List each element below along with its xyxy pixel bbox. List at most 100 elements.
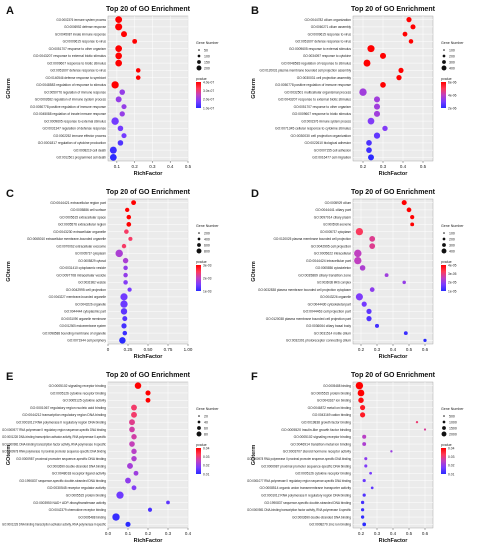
x-tick-label: 0.4 [167, 164, 174, 169]
term-label: GO:0005886 cell surface [70, 208, 106, 212]
data-point [360, 500, 365, 505]
term-label: GO:0043227 membrane-bounded organelle [49, 295, 106, 299]
term-label: GO:0001012 RNA polymerase II regulatory … [16, 420, 106, 424]
term-label: GO:0120031 plasma membrane bounded cell … [260, 69, 352, 73]
data-point [373, 103, 381, 110]
term-label: GO:0008219 cell death [73, 148, 106, 152]
legend-size-dot [443, 415, 445, 417]
term-label: GO:0048583 regulation of response to sti… [36, 83, 106, 87]
data-point [131, 455, 137, 462]
data-point [402, 31, 408, 37]
data-point [373, 110, 381, 117]
term-label: GO:0003707 steroid hormone receptor acti… [283, 450, 351, 454]
data-point [115, 96, 122, 103]
legend-size-dot [198, 232, 200, 234]
data-point [129, 419, 135, 426]
data-point [366, 140, 372, 146]
term-label: GO:0000987 proximal promoter sequence-sp… [16, 457, 106, 461]
term-label: GO:0001228 DNA-binding transcription act… [2, 435, 106, 439]
x-tick-label: 0.2 [132, 164, 139, 169]
term-label: GO:0034097 response to cytokine [303, 54, 351, 58]
data-point [123, 272, 128, 278]
legend-size-label: 60 [204, 426, 208, 430]
term-label: GO:0044424 intracellular part [306, 259, 351, 263]
data-point [128, 236, 133, 241]
data-point [123, 265, 128, 271]
term-label: GO:0030031 cell projection assembly [297, 76, 352, 80]
term-label: GO:0031090 organelle membrane [61, 317, 106, 321]
term-label: GO:0051607 defense response to virus [295, 40, 351, 44]
data-point [360, 404, 366, 411]
data-point [354, 249, 362, 258]
legend-size-label: 80 [204, 432, 208, 436]
term-label: GO:0097014 ciliary plasm [314, 215, 351, 219]
term-label: GO:0012505 endomembrane system [60, 324, 107, 328]
term-label: GO:0045087 innate immune response [55, 32, 106, 36]
data-point [362, 493, 366, 497]
data-point [126, 222, 132, 227]
term-label: GO:0140546 defense response to symbiont [46, 76, 106, 80]
y-axis-label: GOterm [251, 261, 257, 282]
term-label: GO:0031347 regulation of defense respons… [42, 127, 106, 131]
term-label: GO:0031410 cytoplasmic vesicle [60, 266, 107, 270]
x-tick-label: 0 [107, 347, 110, 352]
term-label: GO:0022610 biological adhesion [305, 141, 352, 145]
term-label: GO:0005622 intracellular [314, 252, 352, 256]
legend-size-dot [197, 426, 201, 430]
x-axis-label: RichFactor [379, 354, 409, 360]
data-point [369, 471, 372, 475]
term-label: GO:1990837 sequence-specific double-stra… [19, 479, 106, 483]
legend-size-label: 1000 [449, 420, 457, 424]
data-point [360, 508, 365, 512]
x-axis-label: RichFactor [379, 538, 409, 544]
term-label: GO:0071944 cell periphery [67, 339, 106, 343]
term-label: GO:0043230 extracellular organelle [53, 230, 106, 234]
legend-color-label: 3.0e-07 [203, 89, 214, 93]
term-label: GO:0008270 zinc ion binding [309, 523, 351, 527]
data-point [112, 513, 120, 521]
legend-size-dot [198, 49, 200, 51]
legend-color-label: 2e-06 [448, 106, 457, 110]
colorbar [441, 82, 446, 108]
data-point [111, 117, 119, 125]
term-label: GO:0005856 cytoskeleton [315, 266, 351, 270]
term-label: GO:1990837 sequence-specific double-stra… [264, 501, 351, 505]
data-point [406, 207, 412, 213]
x-tick-label: 0.6 [422, 347, 429, 352]
term-label: GO:0003690 double-stranded DNA binding [292, 515, 351, 519]
data-point [373, 132, 381, 139]
term-label: GO:0044782 cilium organization [305, 18, 352, 22]
data-point [366, 308, 372, 314]
panel-c: C Top 20 of GO Enrichment GO:0044421 extra… [6, 188, 219, 360]
x-tick-label: 0.3 [374, 531, 381, 536]
chart-title: Top 20 of GO Enrichment [106, 6, 191, 13]
panel-label: F [251, 371, 258, 383]
term-label: GO:0044430 cytoskeletal part [308, 302, 351, 306]
term-label: GO:0048583 regulation of response to sti… [281, 61, 351, 65]
legend-size-label: 300 [449, 243, 455, 247]
term-label: GO:0070062 extracellular exosome [56, 244, 106, 248]
data-point [131, 485, 137, 491]
term-label: GO:0000977 RNA polymerase II regulatory … [2, 428, 106, 432]
data-point [131, 448, 137, 455]
term-label: GO:0050778 positive regulation of immune… [30, 105, 106, 109]
legend-color-label: 0.04 [448, 446, 455, 450]
data-point [115, 249, 123, 258]
legend-size-dot [198, 415, 200, 417]
legend-size-title: Gene Number [196, 407, 219, 411]
chart-title: Top 20 of GO Enrichment [351, 189, 436, 196]
y-axis-label: GOterm [251, 445, 257, 466]
term-label: GO:0005520 insulin-like growth factor bi… [281, 428, 351, 432]
legend-size-dot [443, 49, 445, 51]
panel-e: E Top 20 of GO Enrichment GO:0005102 signa… [2, 371, 219, 544]
y-axis-label: GOterm [6, 78, 12, 99]
legend-size-dot [443, 232, 445, 234]
term-label: GO:0048018 receptor ligand activity [52, 472, 107, 476]
data-point [116, 491, 124, 499]
term-label: GO:0032391 photoreceptor connecting cili… [286, 339, 351, 343]
term-label: GO:0097708 intracellular vesicle [56, 273, 106, 277]
panel-a: A Top 20 of GO Enrichment GO:0002376 immun… [6, 5, 219, 177]
term-label: GO:0001228 DNA binding transcription act… [2, 523, 106, 527]
data-point [109, 153, 117, 161]
